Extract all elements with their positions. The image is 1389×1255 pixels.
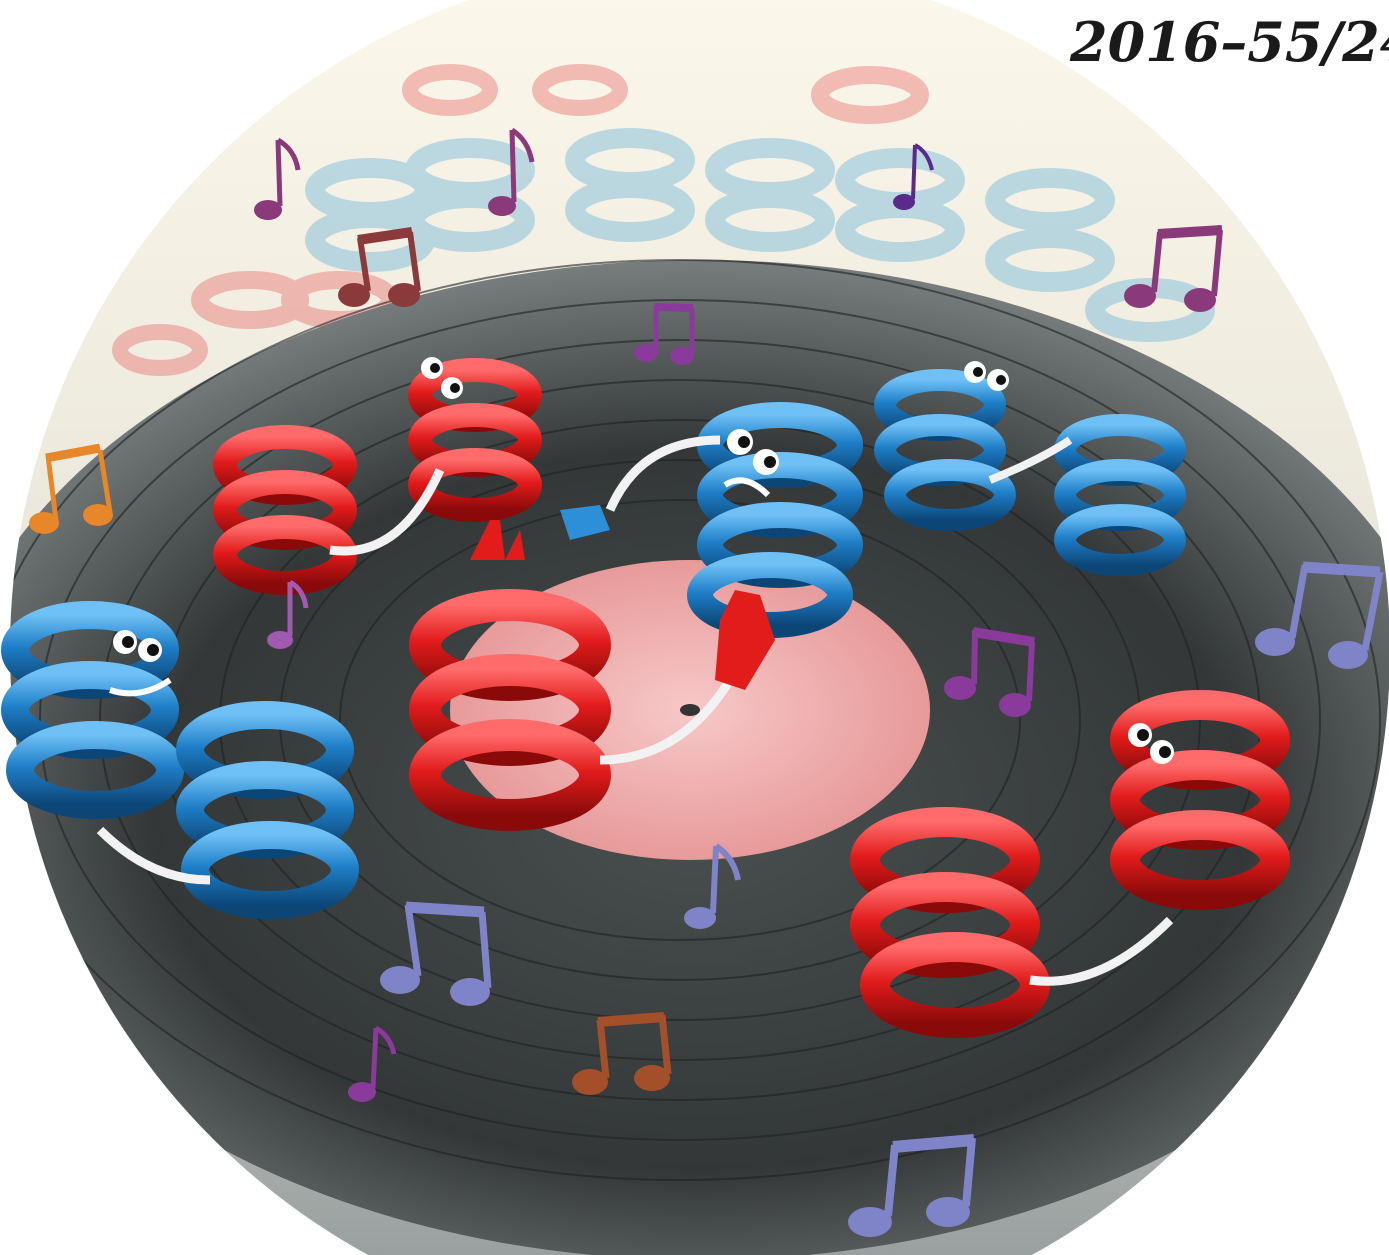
double-music-note	[634, 303, 695, 365]
music-note	[254, 137, 301, 220]
music-note	[267, 579, 309, 649]
double-music-note	[1124, 225, 1223, 312]
music-note	[893, 143, 934, 210]
helix-character	[874, 361, 1186, 576]
double-music-note	[1255, 561, 1384, 669]
helix-character	[213, 357, 542, 595]
helix-character	[850, 690, 1290, 1038]
double-music-note	[944, 627, 1035, 717]
music-notes	[29, 127, 1384, 1237]
record-spindle-hole	[680, 704, 700, 716]
music-note	[488, 127, 535, 216]
double-music-note	[29, 443, 113, 534]
double-music-note	[380, 901, 492, 1006]
issue-number: 2016–55/24	[1070, 10, 1389, 74]
double-music-note	[572, 1012, 672, 1095]
helix-character	[1, 601, 359, 919]
music-note	[684, 843, 741, 929]
music-note	[348, 1025, 397, 1102]
double-music-note	[848, 1134, 976, 1237]
double-music-note	[338, 227, 421, 307]
helix-character	[409, 520, 775, 831]
helix-character	[560, 402, 863, 638]
